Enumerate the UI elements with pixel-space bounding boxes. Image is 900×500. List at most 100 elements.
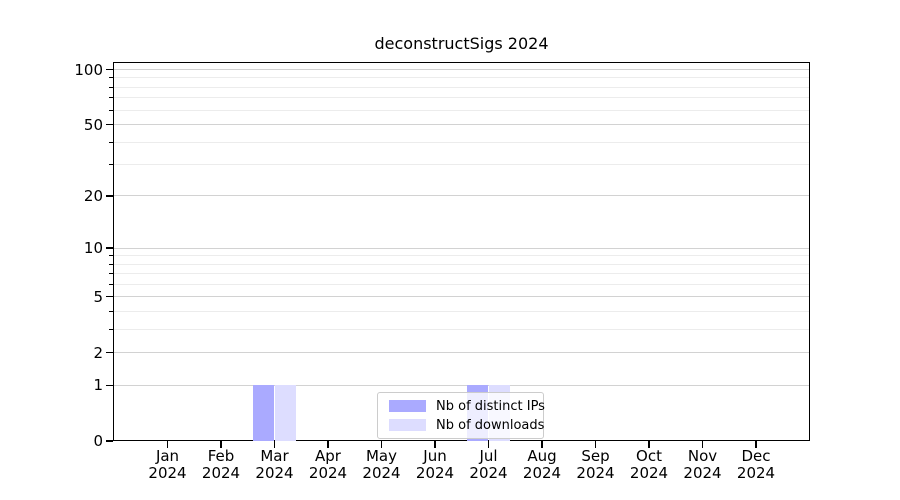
y-axis-tick-label: 50 <box>83 115 103 134</box>
y-axis-minor-tick <box>109 310 113 312</box>
x-tick-month: Aug <box>527 447 557 465</box>
y-gridline-major <box>114 352 809 354</box>
y-gridline-minor <box>114 263 809 265</box>
x-axis-tick-label: Sep 2024 <box>553 448 639 482</box>
y-gridline-major <box>114 296 809 298</box>
x-tick-year: 2024 <box>362 464 401 482</box>
y-gridline-major <box>114 384 809 386</box>
y-axis-minor-tick <box>109 86 113 88</box>
y-gridline-minor <box>114 97 809 99</box>
x-axis-tick-label: Feb 2024 <box>178 448 264 482</box>
legend-item-distinct-ips: Nb of distinct IPs <box>389 398 545 414</box>
y-gridline-minor <box>114 164 809 166</box>
x-tick-year: 2024 <box>629 464 669 482</box>
x-axis-tick <box>648 441 650 448</box>
y-gridline-minor <box>114 109 809 111</box>
x-tick-year: 2024 <box>469 464 508 482</box>
y-axis-tick-label: 1 <box>93 376 103 395</box>
x-axis-tick-label: Aug 2024 <box>499 448 585 482</box>
x-tick-year: 2024 <box>736 464 776 482</box>
x-tick-year: 2024 <box>683 464 722 482</box>
x-axis-tick-label: May 2024 <box>339 448 425 482</box>
y-axis-minor-tick <box>109 164 113 166</box>
x-axis-tick-label: Oct 2024 <box>606 448 692 482</box>
chart-title: deconstructSigs 2024 <box>374 34 549 53</box>
y-axis-tick-label: 100 <box>74 60 103 79</box>
x-axis-tick-label: Jun 2024 <box>392 448 478 482</box>
legend-label-distinct-ips: Nb of distinct IPs <box>436 398 545 414</box>
bar-downloads-mar <box>274 385 296 441</box>
y-axis-minor-tick <box>109 141 113 143</box>
x-axis-tick-label: Mar 2024 <box>232 448 318 482</box>
y-gridline-minor <box>114 141 809 143</box>
y-axis-minor-tick <box>109 255 113 257</box>
x-tick-year: 2024 <box>308 464 348 482</box>
x-axis-tick <box>701 441 704 448</box>
y-gridline-minor <box>114 77 809 79</box>
y-gridline-minor <box>114 310 809 312</box>
y-axis-tick <box>106 351 113 354</box>
x-axis-tick <box>434 441 436 448</box>
x-axis-tick-label: Jul 2024 <box>446 448 532 482</box>
x-axis-tick-label: Nov 2024 <box>660 448 746 482</box>
y-axis-minor-tick <box>109 328 113 330</box>
x-tick-year: 2024 <box>415 464 455 482</box>
y-axis-tick-label: 20 <box>83 186 103 205</box>
x-tick-month: Apr <box>315 447 341 465</box>
y-gridline-minor <box>114 283 809 285</box>
y-axis-tick-label: 2 <box>93 343 103 362</box>
x-tick-month: Oct <box>636 447 662 465</box>
x-tick-month: Mar <box>260 447 289 465</box>
x-axis-tick <box>541 441 543 448</box>
y-axis-minor-tick <box>109 263 113 265</box>
x-axis-tick-label: Jan 2024 <box>125 448 211 482</box>
plot-area <box>113 62 810 441</box>
y-gridline-minor <box>114 273 809 275</box>
x-tick-year: 2024 <box>148 464 187 482</box>
y-axis-tick <box>106 123 113 126</box>
x-tick-month: May <box>365 447 397 465</box>
x-tick-year: 2024 <box>576 464 615 482</box>
y-gridline-minor <box>114 255 809 257</box>
x-tick-month: Sep <box>581 447 610 465</box>
y-axis-tick <box>106 247 113 249</box>
chart-legend: Nb of distinct IPs Nb of downloads <box>377 392 545 439</box>
y-gridline-minor <box>114 328 809 330</box>
x-axis-tick <box>327 441 329 448</box>
x-tick-month: Dec <box>741 447 771 465</box>
x-tick-month: Feb <box>207 447 235 465</box>
y-gridline-minor <box>114 86 809 88</box>
y-axis-minor-tick <box>109 77 113 79</box>
x-axis-tick <box>380 441 383 448</box>
y-axis-tick <box>106 384 113 386</box>
x-tick-year: 2024 <box>201 464 241 482</box>
x-axis-tick <box>166 441 169 448</box>
y-gridline-major <box>114 69 809 71</box>
y-axis-minor-tick <box>109 273 113 275</box>
x-tick-year: 2024 <box>522 464 562 482</box>
legend-swatch-distinct-ips <box>389 400 426 412</box>
bar-distinct-ips-mar <box>253 385 275 441</box>
y-gridline-major <box>114 124 809 126</box>
y-gridline-major <box>114 247 809 249</box>
y-axis-minor-tick <box>109 109 113 111</box>
x-tick-month: Nov <box>687 447 718 465</box>
y-axis-tick <box>106 195 113 197</box>
y-gridline-major <box>114 195 809 197</box>
x-tick-month: Jan <box>155 447 180 465</box>
x-tick-month: Jun <box>423 447 447 465</box>
x-axis-tick <box>755 441 757 448</box>
legend-swatch-downloads <box>389 419 426 431</box>
x-tick-year: 2024 <box>255 464 294 482</box>
x-axis-tick <box>487 441 490 448</box>
legend-item-downloads: Nb of downloads <box>389 418 544 433</box>
x-axis-tick-label: Dec 2024 <box>713 448 799 482</box>
y-axis-tick-label: 0 <box>93 432 103 450</box>
x-axis-tick <box>273 441 276 448</box>
y-axis-minor-tick <box>109 283 113 285</box>
y-axis-tick <box>106 440 113 442</box>
y-axis-minor-tick <box>109 97 113 99</box>
y-axis-tick-label: 10 <box>83 239 103 258</box>
y-axis-tick <box>106 68 113 71</box>
